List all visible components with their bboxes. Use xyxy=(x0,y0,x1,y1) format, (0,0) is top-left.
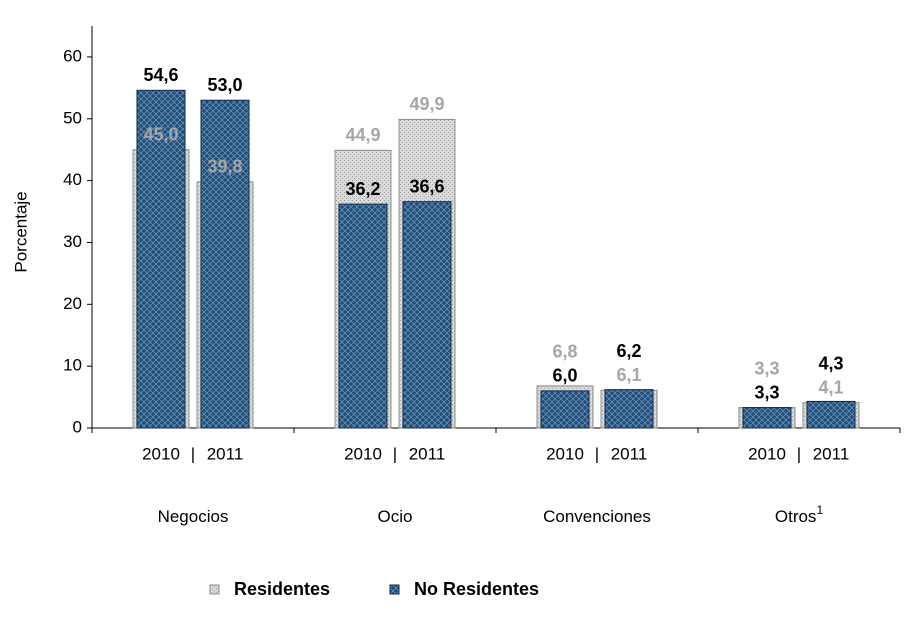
separator: | xyxy=(191,444,195,463)
bar xyxy=(136,89,186,429)
legend-swatch xyxy=(389,584,400,595)
value-label: 6,1 xyxy=(616,365,641,385)
x-tick-label: 2010 xyxy=(142,444,180,463)
group-label: Ocio xyxy=(378,507,413,526)
value-label: 53,0 xyxy=(207,75,242,95)
legend-label: Residentes xyxy=(234,579,330,599)
group-label: Otros1 xyxy=(775,503,824,526)
group-label: Negocios xyxy=(158,507,229,526)
group-name: Negocios xyxy=(158,507,229,526)
bar xyxy=(604,389,654,429)
separator: | xyxy=(393,444,397,463)
group-name: Convenciones xyxy=(543,507,651,526)
y-tick-label: 30 xyxy=(63,232,82,251)
footnote-mark: 1 xyxy=(816,503,823,517)
bar xyxy=(540,390,590,429)
x-tick-label: 2011 xyxy=(611,444,648,463)
value-label: 54,6 xyxy=(143,65,178,85)
x-tick-label: 2010 xyxy=(344,444,382,463)
x-tick-label: 2011 xyxy=(813,444,850,463)
y-tick-label: 60 xyxy=(63,46,82,65)
value-label: 4,1 xyxy=(818,377,843,397)
group-label: Convenciones xyxy=(543,507,651,526)
value-label: 36,6 xyxy=(409,176,444,196)
value-label: 3,3 xyxy=(754,358,779,378)
legend-swatch xyxy=(209,584,220,595)
separator: | xyxy=(797,444,801,463)
separator: | xyxy=(595,444,599,463)
value-label: 39,8 xyxy=(207,157,242,177)
value-label: 6,8 xyxy=(552,342,577,362)
y-tick-label: 40 xyxy=(63,170,82,189)
value-label: 45,0 xyxy=(143,124,178,144)
group-name: Otros xyxy=(775,507,817,526)
y-axis-title: Porcentaje xyxy=(11,191,30,272)
y-tick-label: 50 xyxy=(63,108,82,127)
x-tick-label: 2010 xyxy=(546,444,584,463)
bar xyxy=(806,400,856,429)
value-label: 44,9 xyxy=(345,125,380,145)
value-label: 6,0 xyxy=(552,366,577,386)
value-label: 4,3 xyxy=(818,353,843,373)
bar xyxy=(200,99,250,429)
bar xyxy=(402,201,452,429)
y-tick-label: 10 xyxy=(63,356,82,375)
bar xyxy=(338,203,388,429)
value-label: 36,2 xyxy=(345,179,380,199)
y-tick-label: 0 xyxy=(73,417,82,436)
value-label: 49,9 xyxy=(409,94,444,114)
legend-label: No Residentes xyxy=(414,579,539,599)
x-tick-label: 2010 xyxy=(748,444,786,463)
x-tick-label: 2011 xyxy=(207,444,244,463)
x-tick-label: 2011 xyxy=(409,444,446,463)
value-label: 3,3 xyxy=(754,382,779,402)
group-name: Ocio xyxy=(378,507,413,526)
value-label: 6,2 xyxy=(616,341,641,361)
y-tick-label: 20 xyxy=(63,294,82,313)
bar xyxy=(742,407,792,429)
